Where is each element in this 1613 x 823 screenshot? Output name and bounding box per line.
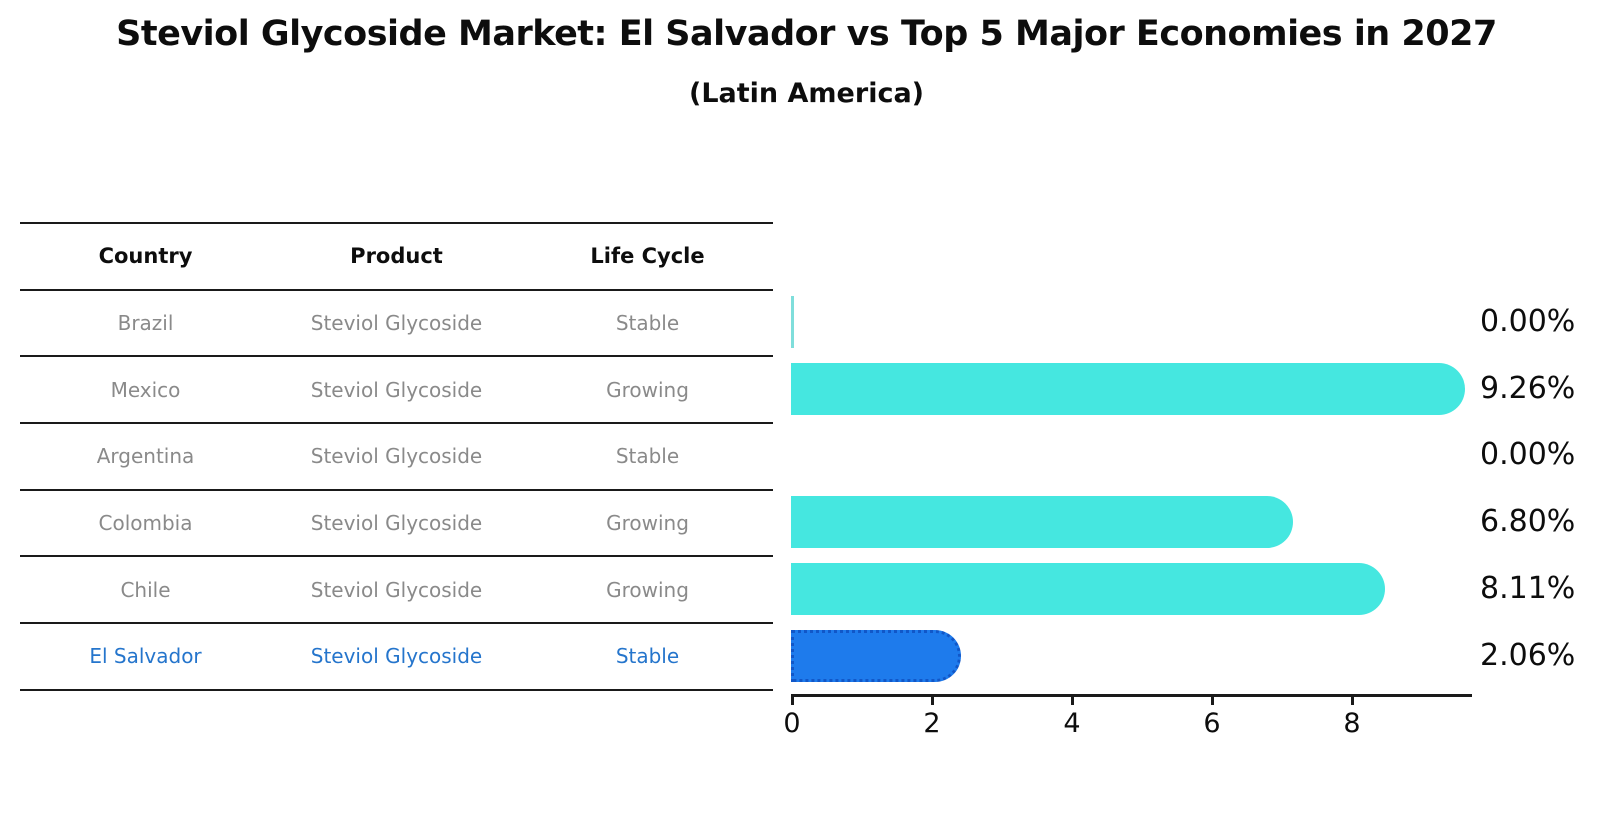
cell-life-cycle: Stable xyxy=(615,444,680,469)
cell-product: Steviol Glycoside xyxy=(310,644,483,669)
x-axis-tick xyxy=(791,694,794,705)
cell-life-cycle: Stable xyxy=(615,311,680,336)
cell-product: Steviol Glycoside xyxy=(310,444,483,469)
x-axis-tick-label: 0 xyxy=(783,708,801,739)
table-header-row: Country Product Life Cycle xyxy=(20,224,773,291)
cell-country: Argentina xyxy=(96,444,195,469)
value-label-chile: 8.11% xyxy=(1480,571,1576,606)
x-axis-tick xyxy=(1351,694,1354,705)
x-axis-tick-label: 4 xyxy=(1063,708,1081,739)
cell-country: Colombia xyxy=(98,511,193,536)
value-label-colombia: 6.80% xyxy=(1480,504,1576,539)
x-axis-tick xyxy=(931,694,934,705)
table-row-brazil: Brazil Steviol Glycoside Stable xyxy=(20,291,773,358)
x-axis-tick-label: 2 xyxy=(923,708,941,739)
cell-product: Steviol Glycoside xyxy=(310,377,483,402)
x-axis-tick xyxy=(1071,694,1074,705)
bar-mexico xyxy=(791,363,1466,415)
table-row-el-salvador: El Salvador Steviol Glycoside Stable xyxy=(20,624,773,691)
cell-life-cycle: Stable xyxy=(615,644,680,669)
x-axis-line xyxy=(791,694,1472,697)
cell-country: Brazil xyxy=(117,311,174,336)
column-header-country: Country xyxy=(98,244,193,269)
bar-chile xyxy=(791,563,1385,615)
cell-country: Mexico xyxy=(110,377,181,402)
cell-country: El Salvador xyxy=(89,644,202,669)
cell-product: Steviol Glycoside xyxy=(310,311,483,336)
table-row-colombia: Colombia Steviol Glycoside Growing xyxy=(20,491,773,558)
cell-life-cycle: Growing xyxy=(606,511,689,536)
x-axis-tick-label: 8 xyxy=(1343,708,1361,739)
x-axis-tick xyxy=(1211,694,1214,705)
table-row-mexico: Mexico Steviol Glycoside Growing xyxy=(20,357,773,425)
chart-title: Steviol Glycoside Market: El Salvador vs… xyxy=(116,14,1497,54)
value-label-argentina: 0.00% xyxy=(1480,437,1576,472)
country-table: Country Product Life Cycle Brazil Stevio… xyxy=(20,222,773,691)
bar-el-salvador xyxy=(791,630,962,682)
table-row-chile: Chile Steviol Glycoside Growing xyxy=(20,557,773,625)
chart-subtitle: (Latin America) xyxy=(688,78,925,109)
value-label-el-salvador: 2.06% xyxy=(1480,638,1576,673)
value-label-mexico: 9.26% xyxy=(1480,371,1576,406)
cell-life-cycle: Growing xyxy=(606,577,689,602)
bar-colombia xyxy=(791,496,1293,548)
column-header-life-cycle: Life Cycle xyxy=(590,244,705,269)
column-header-product: Product xyxy=(350,244,443,269)
value-label-brazil: 0.00% xyxy=(1480,304,1576,339)
table-row-argentina: Argentina Steviol Glycoside Stable xyxy=(20,424,773,491)
cell-product: Steviol Glycoside xyxy=(310,577,483,602)
cell-product: Steviol Glycoside xyxy=(310,511,483,536)
cell-country: Chile xyxy=(120,577,171,602)
cell-life-cycle: Growing xyxy=(606,377,689,402)
bar-brazil xyxy=(791,296,794,348)
x-axis-tick-label: 6 xyxy=(1203,708,1221,739)
